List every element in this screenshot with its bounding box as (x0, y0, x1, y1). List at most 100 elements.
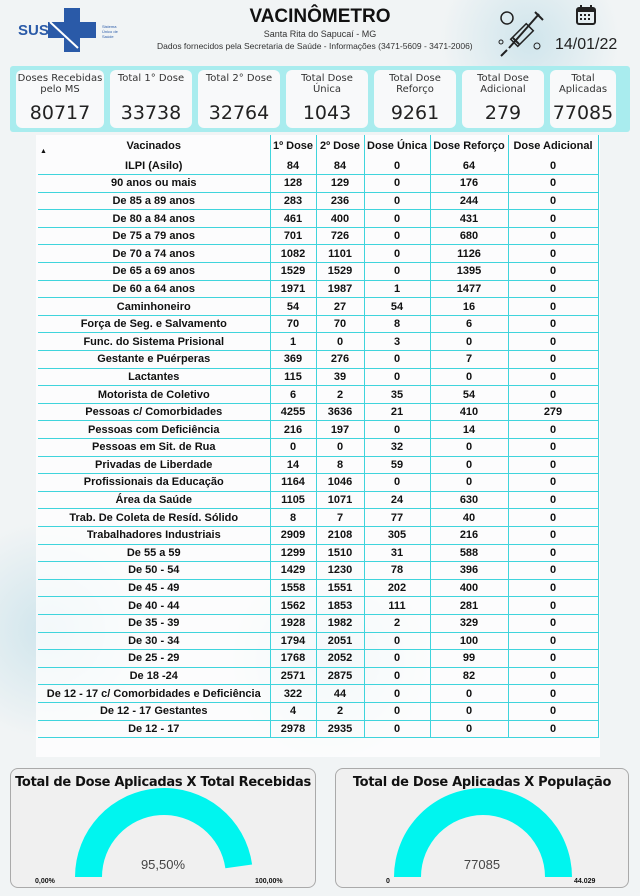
cell: 0 (508, 614, 599, 633)
cell: 2108 (316, 526, 365, 545)
cell: 281 (430, 596, 509, 615)
cell: 0 (364, 420, 431, 439)
cell: 8 (364, 315, 431, 334)
cell: 0 (508, 508, 599, 527)
column-header[interactable]: Dose Reforço (430, 135, 509, 157)
table-row: De 50 - 54 1429 1230 78 396 0 (38, 561, 599, 580)
cell: 244 (430, 192, 509, 211)
sort-ascending-icon[interactable]: ▲ (40, 148, 47, 155)
row-label: De 45 - 49 (38, 579, 271, 598)
gauge-min: 0,00% (35, 878, 55, 885)
cell: 3 (364, 332, 431, 352)
cell: 0 (364, 473, 431, 492)
column-header[interactable]: Dose Única (364, 135, 431, 157)
cell: 84 (316, 157, 365, 176)
cell: 1395 (430, 262, 509, 281)
row-label: De 80 a 84 anos (38, 209, 271, 228)
cell: 0 (508, 297, 599, 316)
cell: 0 (508, 368, 599, 387)
column-header[interactable]: 2º Dose (316, 135, 365, 157)
card-value: 279 (484, 102, 522, 124)
table-row: Trab. De Coleta de Resíd. Sólido 8 7 77 40 0 (38, 508, 599, 527)
cell: 236 (316, 192, 365, 211)
cell: 1794 (270, 632, 317, 651)
table-row: Pessoas com Deficiência 216 197 0 14 0 (38, 420, 599, 439)
cell: 99 (430, 649, 509, 668)
table-row: De 80 a 84 anos 461 400 0 431 0 (38, 209, 599, 228)
cell: 0 (364, 157, 431, 176)
cell: 276 (316, 350, 365, 369)
card-value: 32764 (208, 102, 270, 124)
gauge-value: 77085 (463, 857, 501, 872)
gauge-max: 44.029 (574, 878, 596, 885)
table-row: De 12 - 17 Gestantes 4 2 0 0 0 (38, 702, 599, 721)
cell: 1529 (270, 262, 317, 281)
cell: 7 (316, 508, 365, 527)
cell: 2935 (316, 720, 365, 739)
cell: 0 (508, 579, 599, 598)
cell: 70 (270, 315, 317, 334)
row-label: De 25 - 29 (38, 649, 271, 668)
cell: 0 (508, 385, 599, 404)
row-label: Pessoas com Deficiência (38, 420, 271, 439)
cell: 1101 (316, 244, 365, 264)
column-header[interactable]: Vacinados ▲ (38, 135, 271, 157)
card-value: 33738 (120, 102, 182, 124)
cell: 0 (364, 262, 431, 281)
card-label: Total Dose Reforço (389, 73, 441, 95)
table-row: Lactantes 115 39 0 0 0 (38, 368, 599, 387)
row-label: Profissionais da Educação (38, 473, 271, 492)
cell: 32 (364, 438, 431, 457)
cell: 1768 (270, 649, 317, 668)
card-value: 1043 (302, 102, 352, 124)
cell: 2052 (316, 649, 365, 668)
cell: 54 (270, 297, 317, 316)
column-header[interactable]: Dose Adicional (508, 135, 599, 157)
city: Santa Rita do Sapucaí - MG (263, 29, 377, 39)
cell: 35 (364, 385, 431, 404)
cell: 1126 (430, 244, 509, 264)
row-label: Pessoas c/ Comorbidades (38, 403, 271, 422)
cell: 4255 (270, 403, 317, 422)
card-6: Total Aplicadas 77085 (550, 70, 616, 128)
vaccination-table: Vacinados ▲ 1º Dose 2º Dose Dose Única Dose R… (36, 135, 600, 757)
cell: 283 (270, 192, 317, 211)
row-label: De 85 a 89 anos (38, 192, 271, 211)
table-row: De 45 - 49 1558 1551 202 400 0 (38, 579, 599, 598)
cell: 0 (508, 561, 599, 580)
cell: 1510 (316, 544, 365, 563)
cell: 1477 (430, 280, 509, 299)
cell: 0 (364, 192, 431, 211)
cell: 1562 (270, 596, 317, 615)
cell: 2978 (270, 720, 317, 739)
table-row: De 60 a 64 anos 1971 1987 1 1477 0 (38, 280, 599, 299)
cell: 400 (316, 209, 365, 228)
cell: 24 (364, 491, 431, 510)
cell: 0 (508, 491, 599, 510)
cell: 1 (270, 332, 317, 352)
cell: 2909 (270, 526, 317, 545)
cell: 0 (430, 684, 509, 703)
cell: 0 (364, 632, 431, 651)
gauge-fill (75, 788, 253, 877)
page-title: VACINÔMETRO (249, 6, 391, 27)
cell: 0 (508, 192, 599, 211)
cell: 216 (270, 420, 317, 439)
cell: 305 (364, 526, 431, 545)
cell: 40 (430, 508, 509, 527)
cell: 1551 (316, 579, 365, 598)
gauge-arc (394, 788, 572, 877)
cell: 77 (364, 508, 431, 527)
gauge-applied-vs-received: Total de Dose Aplicadas X Total Recebida… (10, 768, 316, 888)
row-label: De 55 a 59 (38, 544, 271, 563)
cell: 0 (364, 667, 431, 686)
column-header[interactable]: 1º Dose (270, 135, 317, 157)
cell: 84 (270, 157, 317, 176)
row-label: De 65 a 69 anos (38, 262, 271, 281)
cell: 1529 (316, 262, 365, 281)
table-row: Área da Saúde 1105 1071 24 630 0 (38, 491, 599, 510)
cell: 1928 (270, 614, 317, 633)
cell: 0 (430, 332, 509, 352)
table-row: Pessoas em Sit. de Rua 0 0 32 0 0 (38, 438, 599, 457)
cell: 726 (316, 227, 365, 246)
